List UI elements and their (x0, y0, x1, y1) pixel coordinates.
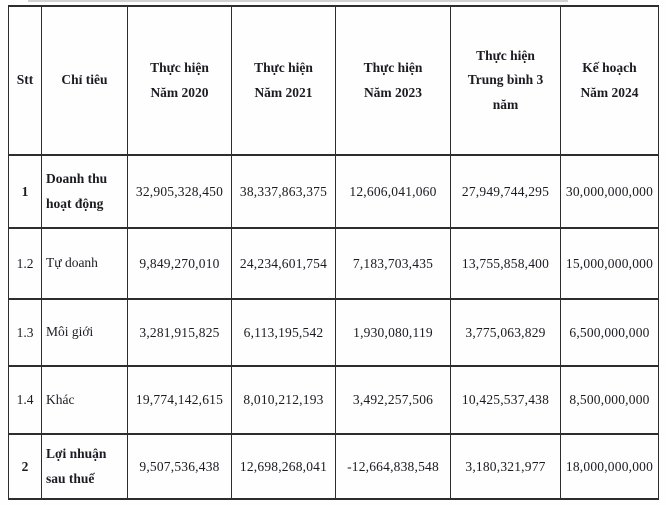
value-cell: 27,949,744,295 (450, 154, 561, 229)
stt-cell: 1 (8, 154, 42, 229)
label-cell: Lợi nhuận sau thuế (41, 433, 128, 500)
table-row-tu-doanh: 1.2 Tự doanh 9,849,270,010 24,234,601,75… (8, 227, 659, 300)
header-line: Thực hiện (476, 48, 535, 64)
header-line: Năm 2021 (254, 84, 313, 100)
header-row: Stt Chỉ tiêu Thực hiện Năm 2020 Thực hiệ… (8, 5, 659, 156)
value-cell: 7,183,703,435 (335, 227, 451, 300)
header-stt-label: Stt (16, 72, 34, 88)
stt-cell: 2 (8, 433, 42, 500)
header-line: Trung bình 3 (467, 72, 544, 88)
value-cell: 12,606,041,060 (335, 154, 451, 229)
value-cell: 9,507,536,438 (127, 433, 232, 500)
table-row-doanh-thu-hoat-dong: 1 Doanh thu hoạt động 32,905,328,450 38,… (8, 154, 659, 229)
header-chi-tieu: Chỉ tiêu (41, 5, 128, 156)
header-line: Năm 2023 (363, 84, 423, 100)
value-cell: 8,010,212,193 (231, 365, 336, 435)
scan-artifact-line (28, 0, 568, 2)
value-cell: -12,664,838,548 (335, 433, 451, 500)
value-cell: 24,234,601,754 (231, 227, 336, 300)
value-cell: 10,425,537,438 (450, 365, 561, 435)
stt-cell: 1.3 (8, 298, 42, 367)
stt-cell: 1.2 (8, 227, 42, 300)
header-thuc-hien-nam-2023: Thực hiện Năm 2023 (335, 5, 451, 156)
table-row-moi-gioi: 1.3 Môi giới 3,281,915,825 6,113,195,542… (8, 298, 659, 367)
value-cell: 18,000,000,000 (560, 433, 659, 500)
stt-cell: 1.4 (8, 365, 42, 435)
value-cell: 13,755,858,400 (450, 227, 561, 300)
value-cell: 3,492,257,506 (335, 365, 451, 435)
value-cell: 30,000,000,000 (560, 154, 659, 229)
value-cell: 6,500,000,000 (560, 298, 659, 367)
table-row-loi-nhuan-sau-thue: 2 Lợi nhuận sau thuế 9,507,536,438 12,69… (8, 433, 659, 500)
value-cell: 1,930,080,119 (335, 298, 451, 367)
value-cell: 8,500,000,000 (560, 365, 659, 435)
header-line: Kế hoạch (582, 60, 637, 76)
table-row-khac: 1.4 Khác 19,774,142,615 8,010,212,193 3,… (8, 365, 659, 435)
financial-results-table: Stt Chỉ tiêu Thực hiện Năm 2020 Thực hiệ… (8, 5, 659, 500)
value-cell: 15,000,000,000 (560, 227, 659, 300)
header-stt: Stt (8, 5, 42, 156)
header-line: Năm 2024 (580, 84, 639, 100)
header-line: năm (492, 96, 519, 112)
header-thuc-hien-trung-binh-3-nam: Thực hiện Trung bình 3 năm (450, 5, 561, 156)
value-cell: 3,281,915,825 (127, 298, 232, 367)
value-cell: 38,337,863,375 (231, 154, 336, 229)
label-cell: Môi giới (41, 298, 128, 367)
value-cell: 9,849,270,010 (127, 227, 232, 300)
header-thuc-hien-nam-2021: Thực hiện Năm 2021 (231, 5, 336, 156)
value-cell: 3,775,063,829 (450, 298, 561, 367)
value-cell: 12,698,268,041 (231, 433, 336, 500)
header-ke-hoach-nam-2024: Kế hoạch Năm 2024 (560, 5, 659, 156)
header-line: Năm 2020 (150, 84, 209, 100)
value-cell: 19,774,142,615 (127, 365, 232, 435)
label-cell: Khác (41, 365, 128, 435)
value-cell: 32,905,328,450 (127, 154, 232, 229)
label-cell: Tự doanh (41, 227, 128, 300)
label-cell: Doanh thu hoạt động (41, 154, 128, 229)
header-thuc-hien-nam-2020: Thực hiện Năm 2020 (127, 5, 232, 156)
value-cell: 3,180,321,977 (450, 433, 561, 500)
header-line: Thực hiện (363, 60, 423, 76)
header-line: Thực hiện (150, 60, 209, 76)
header-line: Thực hiện (254, 60, 313, 76)
header-chi-tieu-label: Chỉ tiêu (61, 72, 108, 88)
value-cell: 6,113,195,542 (231, 298, 336, 367)
